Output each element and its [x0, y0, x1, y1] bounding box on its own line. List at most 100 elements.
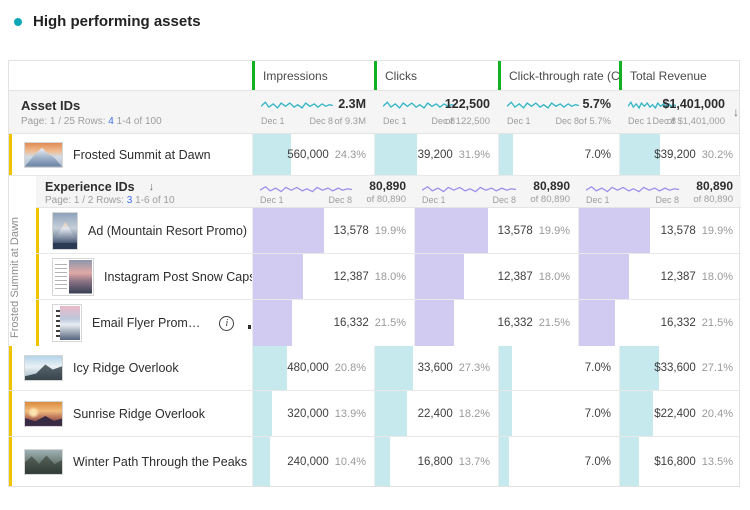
- value-bar: [375, 391, 407, 436]
- clicks-cell[interactable]: 16,800 13.7%: [374, 437, 498, 486]
- row-name-email-flyer[interactable]: Email Flyer Prom… i ✕: [36, 300, 290, 346]
- value-bar: [415, 208, 489, 253]
- freeform-table: Impressions Clicks Click-through rate (C…: [8, 60, 741, 487]
- value-bar: [620, 391, 653, 436]
- impressions-total-cell[interactable]: 2.3M Dec 1 Dec 8 of 9.3M: [252, 91, 374, 133]
- experience-row: Ad (Mountain Resort Promo) 13,578 19.9% 1…: [36, 208, 741, 254]
- clicks-of-total: of 122,500: [445, 116, 490, 127]
- ctr-date-range: Dec 1 Dec 8: [507, 116, 579, 126]
- ctr-of-total: of 5.7%: [578, 116, 611, 127]
- revenue-total-cell[interactable]: $1,401,000 Dec 1 Dec 8 of $1,401,000 ↓: [619, 91, 741, 133]
- metric-cell[interactable]: 12,387 18.0%: [252, 254, 414, 299]
- experience-row: Instagram Post Snow Caps 12,387 18.0% 12,…: [36, 254, 741, 300]
- experience-sparkline: [260, 182, 352, 193]
- value-bar: [579, 208, 651, 253]
- column-header-spacer: [9, 61, 252, 90]
- value-bar: [415, 300, 455, 346]
- row-name-icy-ridge[interactable]: Icy Ridge Overlook: [9, 346, 252, 390]
- value-bar: [253, 300, 292, 346]
- revenue-cell[interactable]: $16,800 13.5%: [619, 437, 741, 486]
- metric-cell[interactable]: 16,332 21.5%: [578, 300, 741, 346]
- experience-total-cell-3[interactable]: 80,890 Dec 1 Dec 8 of 80,890: [586, 179, 733, 205]
- ctr-total-cell[interactable]: 5.7% Dec 1 Dec 8 of 5.7%: [498, 91, 619, 133]
- experience-thumbnail: [52, 257, 94, 296]
- asset-thumbnail: [24, 141, 63, 168]
- clicks-total-cell[interactable]: 122,500 Dec 1 Dec 8 of 122,500: [374, 91, 498, 133]
- experience-ids-header[interactable]: Experience IDs ↓ Page: 1 / 2 Rows: 3 1-6…: [36, 176, 252, 207]
- clicks-sparkline: [383, 99, 455, 112]
- sort-descending-icon[interactable]: ↓: [148, 181, 155, 193]
- impressions-cell[interactable]: 240,000 10.4%: [252, 437, 374, 486]
- bullet-icon: [14, 17, 22, 26]
- sort-descending-icon[interactable]: ↓: [733, 105, 739, 119]
- table-row: Frosted Summit at Dawn 560,000 24.3% 39,2…: [9, 134, 739, 176]
- value-bar: [375, 437, 390, 486]
- revenue-cell[interactable]: $39,200 30.2%: [619, 134, 741, 175]
- column-header-impressions[interactable]: Impressions: [252, 61, 374, 90]
- table-row: Icy Ridge Overlook 480,000 20.8% 33,600 27…: [9, 346, 739, 391]
- impressions-cell[interactable]: 560,000 24.3%: [252, 134, 374, 175]
- value-bar: [375, 134, 417, 175]
- experience-total-cell-2[interactable]: 80,890 Dec 1 Dec 8 of 80,890: [422, 179, 570, 205]
- experience-ids-title: Experience IDs: [45, 180, 135, 194]
- value-bar: [415, 254, 464, 299]
- table-row: Winter Path Through the Peaks 240,000 10.…: [9, 437, 739, 486]
- metric-cell[interactable]: 12,387 18.0%: [578, 254, 741, 299]
- metric-cell[interactable]: 12,387 18.0%: [414, 254, 578, 299]
- ctr-total: 5.7%: [582, 97, 612, 111]
- info-icon[interactable]: i: [219, 315, 235, 331]
- column-header-ctr[interactable]: Click-through rate (CTR): [498, 61, 619, 90]
- row-name-instagram-post[interactable]: Instagram Post Snow Caps: [36, 254, 255, 299]
- asset-ids-header[interactable]: Asset IDs Page: 1 / 25 Rows: 4 1-4 of 10…: [9, 91, 252, 133]
- value-bar: [375, 346, 414, 390]
- rows-count-link[interactable]: 4: [108, 116, 114, 127]
- value-bar: [620, 346, 659, 390]
- row-name-winter-path[interactable]: Winter Path Through the Peaks: [9, 437, 252, 486]
- parent-row-side-strip: Frosted Summit at Dawn: [9, 176, 36, 346]
- experience-sparkline: [422, 182, 516, 193]
- impressions-date-range: Dec 1 Dec 8: [261, 116, 333, 126]
- column-header-clicks[interactable]: Clicks: [374, 61, 498, 90]
- experience-sparkline: [586, 182, 679, 193]
- column-header-total-revenue[interactable]: Total Revenue: [619, 61, 741, 90]
- clicks-cell[interactable]: 39,200 31.9%: [374, 134, 498, 175]
- experience-table: Experience IDs ↓ Page: 1 / 2 Rows: 3 1-6…: [36, 176, 741, 346]
- ctr-cell[interactable]: 7.0%: [498, 391, 619, 436]
- ctr-cell[interactable]: 7.0%: [498, 346, 619, 390]
- impressions-total: 2.3M: [338, 97, 366, 111]
- table-row: Sunrise Ridge Overlook 320,000 13.9% 22,4…: [9, 391, 739, 437]
- revenue-cell[interactable]: $22,400 20.4%: [619, 391, 741, 436]
- experience-pagination: Page: 1 / 2 Rows: 3 1-6 of 10: [45, 195, 175, 206]
- experience-thumbnail: [52, 211, 78, 250]
- totals-row: Asset IDs Page: 1 / 25 Rows: 4 1-4 of 10…: [9, 91, 739, 134]
- metric-cell[interactable]: 13,578 19.9%: [252, 208, 414, 253]
- row-name-ad-mountain-resort[interactable]: Ad (Mountain Resort Promo): [36, 208, 252, 253]
- experience-header-row: Experience IDs ↓ Page: 1 / 2 Rows: 3 1-6…: [36, 176, 741, 208]
- clicks-cell[interactable]: 22,400 18.2%: [374, 391, 498, 436]
- clicks-date-range: Dec 1 Dec 8: [383, 116, 455, 126]
- revenue-cell[interactable]: $33,600 27.1%: [619, 346, 741, 390]
- metric-cell[interactable]: 13,578 19.9%: [578, 208, 741, 253]
- asset-ids-title: Asset IDs: [21, 98, 81, 113]
- parent-row-vertical-label: Frosted Summit at Dawn: [9, 216, 21, 338]
- value-bar: [620, 437, 640, 486]
- metric-cell[interactable]: 16,332 21.5%: [414, 300, 578, 346]
- revenue-date-range: Dec 1 Dec 8: [628, 116, 676, 126]
- row-name-sunrise-ridge[interactable]: Sunrise Ridge Overlook: [9, 391, 252, 436]
- experience-total-cell-1[interactable]: 80,890 Dec 1 Dec 8 of 80,890: [260, 179, 406, 205]
- page-title: High performing assets: [33, 13, 201, 30]
- impressions-cell[interactable]: 320,000 13.9%: [252, 391, 374, 436]
- rows-count-link[interactable]: 3: [126, 195, 133, 206]
- impressions-cell[interactable]: 480,000 20.8%: [252, 346, 374, 390]
- clicks-cell[interactable]: 33,600 27.3%: [374, 346, 498, 390]
- metric-cell[interactable]: 16,332 21.5%: [252, 300, 414, 346]
- revenue-sparkline: [628, 99, 676, 112]
- ctr-cell[interactable]: 7.0%: [498, 437, 619, 486]
- metric-cell[interactable]: 13,578 19.9%: [414, 208, 578, 253]
- impressions-sparkline: [261, 99, 333, 112]
- ctr-cell[interactable]: 7.0%: [498, 134, 619, 175]
- value-bar: [253, 254, 303, 299]
- value-bar: [253, 346, 287, 390]
- row-name-frosted-summit[interactable]: Frosted Summit at Dawn: [9, 134, 252, 175]
